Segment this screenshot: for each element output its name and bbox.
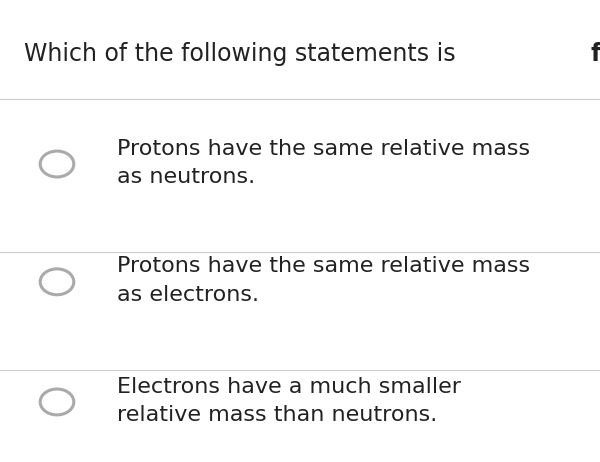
Text: false: false [590, 42, 600, 66]
Text: Protons have the same relative mass
as neutrons.: Protons have the same relative mass as n… [117, 139, 530, 188]
Text: Protons have the same relative mass
as electrons.: Protons have the same relative mass as e… [117, 256, 530, 305]
Text: Electrons have a much smaller
relative mass than neutrons.: Electrons have a much smaller relative m… [117, 377, 461, 426]
Text: Which of the following statements is: Which of the following statements is [24, 42, 463, 66]
